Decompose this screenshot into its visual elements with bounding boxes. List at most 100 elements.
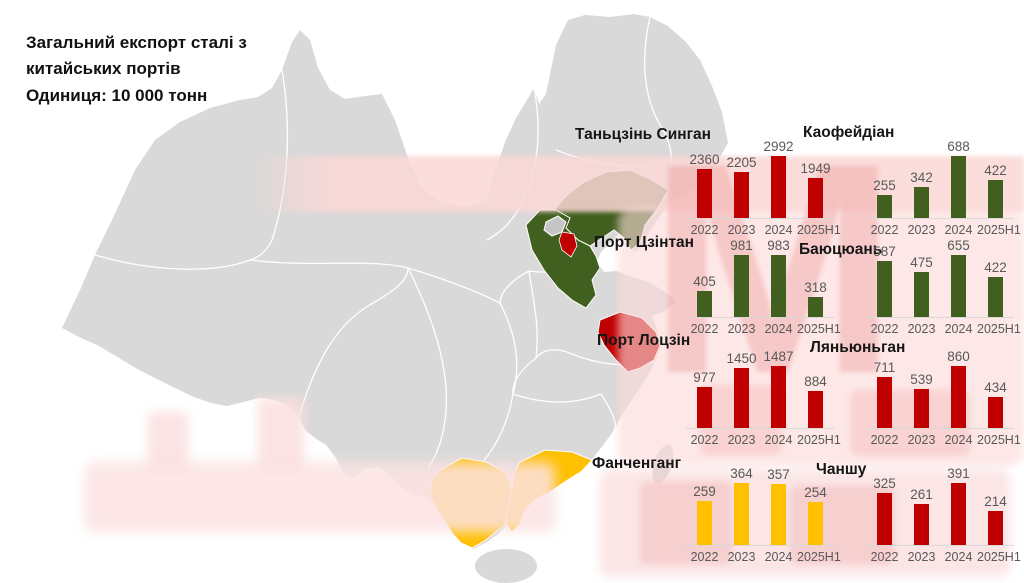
bar (914, 272, 929, 317)
year-label: 2024 (764, 322, 793, 336)
bar (808, 178, 823, 218)
bar-group: 2992 (760, 139, 797, 218)
year-label: 2023 (907, 223, 936, 237)
year-label: 2024 (944, 322, 973, 336)
bar-value-label: 1450 (726, 351, 757, 366)
chart-caofeidian: 255 342 688 422 2022 2023 2024 2025H1 (866, 136, 1021, 237)
bar (951, 255, 966, 317)
bar-value-label: 688 (947, 139, 970, 154)
bars-area: 2360 2205 2992 1949 (686, 136, 834, 219)
year-label: 2024 (944, 433, 973, 447)
bars-area: 405 981 983 318 (686, 235, 834, 318)
bar-value-label: 884 (804, 374, 827, 389)
bar-value-label: 2360 (689, 152, 720, 167)
bar-value-label: 655 (947, 238, 970, 253)
bar (697, 501, 712, 545)
port-label-luojing: Порт Лоцзін (597, 332, 691, 349)
bar-value-label: 318 (804, 280, 827, 295)
bar-value-label: 983 (767, 238, 790, 253)
bar-group: 357 (760, 467, 797, 545)
bar (988, 511, 1003, 545)
port-label-fangchenggang: Фанченганг (592, 455, 682, 472)
bar (771, 366, 786, 428)
bar-group: 318 (797, 280, 834, 317)
china-outline (62, 14, 728, 549)
bar (734, 368, 749, 428)
year-label: 2022 (690, 223, 719, 237)
bar-value-label: 255 (873, 178, 896, 193)
year-label: 2025H1 (797, 550, 841, 564)
bar-group: 214 (977, 494, 1014, 545)
bar (951, 366, 966, 428)
year-label: 2025H1 (797, 223, 841, 237)
x-axis-labels: 2022 2023 2024 2025H1 (686, 322, 841, 336)
year-label: 2022 (870, 433, 899, 447)
bar-value-label: 587 (873, 244, 896, 259)
bar (734, 172, 749, 218)
bar-value-label: 261 (910, 487, 933, 502)
year-label: 2022 (870, 322, 899, 336)
bar (988, 180, 1003, 218)
bar-group: 884 (797, 374, 834, 428)
province-tianjin (558, 231, 578, 258)
bar-group: 342 (903, 170, 940, 218)
bar (951, 483, 966, 545)
year-label: 2023 (727, 433, 756, 447)
x-axis-labels: 2022 2023 2024 2025H1 (866, 322, 1021, 336)
bar (914, 504, 929, 545)
bar (988, 397, 1003, 428)
year-label: 2024 (944, 223, 973, 237)
year-label: 2022 (870, 223, 899, 237)
year-label: 2025H1 (977, 550, 1021, 564)
bar (877, 261, 892, 317)
bars-area: 255 342 688 422 (866, 136, 1014, 219)
year-label: 2023 (727, 223, 756, 237)
chart-bayuquan: 587 475 655 422 2022 2023 2024 2025H1 (866, 235, 1021, 336)
year-label: 2022 (690, 322, 719, 336)
port-label-caofeidian: Каофейдіан (803, 124, 895, 141)
bar (697, 387, 712, 428)
bar-value-label: 2992 (763, 139, 794, 154)
x-axis-labels: 2022 2023 2024 2025H1 (686, 223, 841, 237)
title-line-2: китайських портів (26, 59, 181, 79)
year-label: 2024 (764, 223, 793, 237)
year-label: 2023 (907, 433, 936, 447)
port-label-tianjin-xingang: Таньцзінь Синган (575, 126, 712, 143)
year-label: 2023 (727, 550, 756, 564)
port-label-jingtang: Порт Цзінтан (594, 234, 695, 251)
chart-changshu: 325 261 391 214 2022 2023 2024 2025H1 (866, 463, 1021, 564)
bar-value-label: 391 (947, 466, 970, 481)
port-label-lianyungang: Ляньюньган (810, 339, 906, 356)
chart-jingtang: 405 981 983 318 2022 2023 2024 2025H1 (686, 235, 841, 336)
bar-value-label: 422 (984, 163, 1007, 178)
year-label: 2022 (690, 433, 719, 447)
year-label: 2025H1 (977, 433, 1021, 447)
year-label: 2025H1 (977, 322, 1021, 336)
bar-group: 1949 (797, 161, 834, 218)
bar-group: 422 (977, 260, 1014, 317)
bar (988, 277, 1003, 317)
bar (808, 297, 823, 317)
chart-fangchenggang: 259 364 357 254 2022 2023 2024 2025H1 (686, 463, 841, 564)
bar-value-label: 364 (730, 466, 753, 481)
bar-group: 325 (866, 476, 903, 545)
bar-group: 254 (797, 485, 834, 545)
bar (734, 483, 749, 545)
bar-group: 977 (686, 370, 723, 428)
bar-group: 539 (903, 372, 940, 428)
bar-value-label: 475 (910, 255, 933, 270)
year-label: 2023 (907, 322, 936, 336)
province-hebei (525, 209, 601, 309)
year-label: 2025H1 (797, 322, 841, 336)
bars-area: 587 475 655 422 (866, 235, 1014, 318)
bar-group: 2360 (686, 152, 723, 218)
year-label: 2024 (764, 433, 793, 447)
bar-group: 261 (903, 487, 940, 545)
bar-group: 255 (866, 178, 903, 218)
bar-group: 688 (940, 139, 977, 218)
bar-group: 860 (940, 349, 977, 428)
chart-lianyungang: 711 539 860 434 2022 2023 2024 2025H1 (866, 346, 1021, 447)
bar-group: 981 (723, 238, 760, 317)
bars-area: 977 1450 1487 884 (686, 346, 834, 429)
bar (808, 391, 823, 428)
